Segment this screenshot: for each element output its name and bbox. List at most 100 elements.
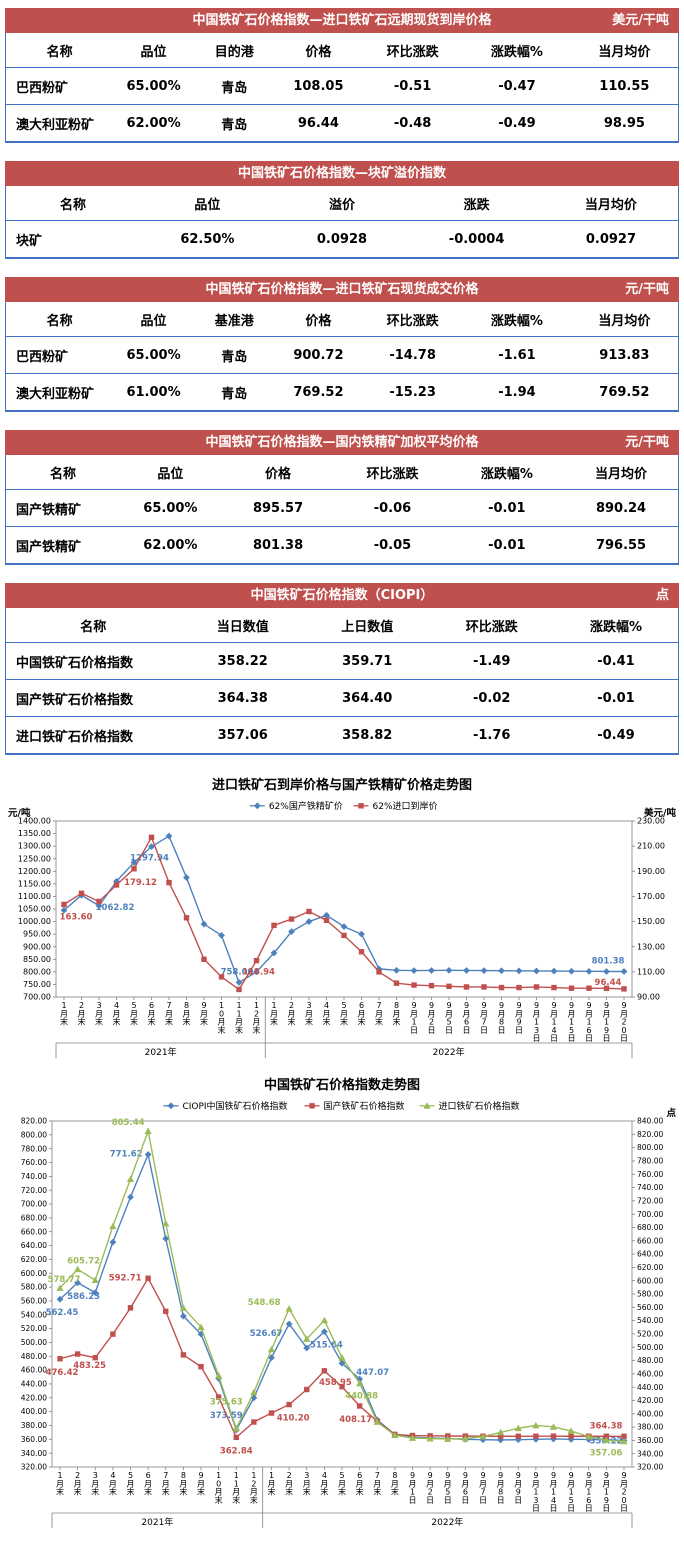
x-tick-label: 月 (497, 1479, 505, 1488)
data-point-label: 526.67 (250, 1329, 283, 1339)
column-header: 上日数值 (304, 608, 430, 643)
svg-text:660.00: 660.00 (21, 1227, 47, 1236)
x-tick-label: 9 (534, 1001, 539, 1010)
x-tick-label: 1 (604, 1488, 609, 1497)
x-tick-label: 0 (621, 1026, 626, 1035)
table-title: 中国铁矿石价格指数—块矿溢价指数 (237, 166, 446, 181)
svg-text:640.00: 640.00 (21, 1241, 47, 1250)
x-tick-label: 末 (391, 1487, 399, 1497)
column-header: 涨跌幅% (553, 608, 679, 643)
x-tick-label: 月 (56, 1479, 64, 1488)
table-row: 中国铁矿石价格指数 358.22 359.71 -1.49 -0.41 (5, 642, 679, 680)
x-axis: 1月末2月末3月末4月末5月末6月末7月末8月末9月末10月末11月末12月末1… (56, 1467, 628, 1513)
x-tick-label: 末 (356, 1487, 364, 1497)
data-point-label: 440.88 (345, 1391, 378, 1401)
x-tick-label: 月 (148, 1009, 156, 1018)
table-cell: 62.00% (119, 526, 221, 565)
table-cell: -0.48 (362, 104, 464, 143)
table-row: 国产铁精矿 62.00% 801.38 -0.05 -0.01 796.55 (5, 526, 679, 565)
table-title: 中国铁矿石价格指数（CIOPI） (250, 588, 434, 603)
x-tick-label: 末 (340, 1017, 348, 1027)
x-tick-label: 9 (464, 1001, 469, 1010)
x-tick-label: 月 (235, 1018, 243, 1027)
x-tick-label: 月 (428, 1009, 436, 1018)
x-tick-label: 月 (113, 1009, 121, 1018)
table-title-bar: 中国铁矿石价格指数—进口铁矿石远期现货到岸价格 美元/干吨 (5, 8, 679, 33)
x-tick-label: 末 (74, 1487, 82, 1497)
x-tick-label: 2 (289, 1001, 294, 1010)
x-tick-label: 月 (567, 1479, 575, 1488)
x-tick-label: 月 (515, 1009, 523, 1018)
x-tick-label: 月 (532, 1479, 540, 1488)
svg-text:230.00: 230.00 (637, 817, 665, 826)
right-axis-unit: 点 (666, 1107, 676, 1119)
svg-text:150.00: 150.00 (637, 917, 665, 926)
legend-label: 62%进口到岸价 (373, 800, 438, 812)
x-tick-label: 日 (620, 1504, 628, 1513)
x-tick-label: 末 (200, 1017, 208, 1027)
x-tick-label: 末 (373, 1487, 381, 1497)
data-point-label: 562.45 (46, 1308, 79, 1318)
x-tick-label: 月 (215, 1488, 223, 1497)
svg-text:620.00: 620.00 (637, 1263, 663, 1272)
x-tick-label: 末 (285, 1487, 293, 1497)
data-point-label: 96.44 (595, 978, 622, 988)
x-tick-label: 9 (481, 1001, 486, 1010)
x-tick-label: 1 (236, 1009, 241, 1018)
table-cell: 769.52 (570, 373, 679, 412)
left-axis-unit: 元/吨 (8, 807, 31, 819)
table-cell: 国产铁精矿 (5, 526, 120, 565)
table-cell: -0.01 (553, 679, 679, 717)
y-axis-left: 700.00 750.00 800.00 850.00 900.00 950.00 1000… (18, 817, 56, 1002)
x-tick-label: 月 (391, 1479, 399, 1488)
x-tick-label: 月 (250, 1488, 258, 1497)
x-tick-label: 9 (621, 1471, 626, 1480)
svg-text:1050.00: 1050.00 (18, 905, 51, 914)
price-table-section-5: 中国铁矿石价格指数（CIOPI）点名称 当日数值 上日数值 环比涨跌 涨跌幅% 中国铁矿石… (5, 583, 679, 755)
x-tick-label: 月 (288, 1009, 296, 1018)
svg-text:640.00: 640.00 (637, 1250, 663, 1259)
x-tick-label: 末 (56, 1487, 64, 1497)
x-tick-label: 4 (322, 1471, 327, 1480)
x-tick-label: 4 (324, 1001, 329, 1010)
table-row: 进口铁矿石价格指数 357.06 358.82 -1.76 -0.49 (5, 716, 679, 755)
x-tick-label: 月 (444, 1479, 452, 1488)
x-tick-label: 月 (479, 1479, 487, 1488)
table-title-bar: 中国铁矿石价格指数—进口铁矿石现货成交价格 元/干吨 (5, 277, 679, 302)
x-tick-label: 末 (179, 1487, 187, 1497)
svg-text:1250.00: 1250.00 (18, 854, 51, 863)
svg-text:820.00: 820.00 (21, 1117, 47, 1126)
table-cell: 108.05 (274, 67, 363, 105)
column-header: 价格 (274, 302, 363, 337)
x-tick-label: 月 (409, 1479, 417, 1488)
x-tick-label: 5 (131, 1001, 136, 1010)
x-tick-label: 9 (569, 1001, 574, 1010)
svg-text:780.00: 780.00 (637, 1157, 663, 1166)
table-cell: 澳大利亚粉矿 (5, 373, 114, 412)
x-tick-label: 4 (110, 1471, 115, 1480)
x-tick-label: 日 (603, 1034, 611, 1043)
x-tick-label: 末 (130, 1017, 138, 1027)
x-tick-label: 日 (602, 1504, 610, 1513)
x-tick-label: 末 (375, 1017, 383, 1027)
table-cell: -0.49 (463, 104, 571, 143)
svg-text:740.00: 740.00 (21, 1172, 47, 1181)
x-tick-label: 月 (585, 1479, 593, 1488)
column-header: 当月均价 (564, 455, 679, 490)
x-tick-label: 月 (568, 1009, 576, 1018)
x-tick-label: 月 (340, 1009, 348, 1018)
x-tick-label: 0 (216, 1479, 221, 1488)
x-tick-label: 日 (620, 1034, 628, 1043)
x-tick-label: 1 (254, 1001, 259, 1010)
x-tick-label: 月 (498, 1009, 506, 1018)
x-tick-label: 7 (480, 1488, 485, 1497)
x-tick-label: 9 (429, 1001, 434, 1010)
x-tick-label: 日 (497, 1496, 505, 1505)
table-cell: -0.51 (362, 67, 464, 105)
column-header: 目的港 (193, 33, 275, 68)
x-tick-label: 8 (394, 1001, 399, 1010)
table-cell: 110.55 (570, 67, 679, 105)
svg-text:850.00: 850.00 (23, 955, 51, 964)
table-row: 澳大利亚粉矿 62.00% 青岛 96.44 -0.48 -0.49 98.95 (5, 104, 679, 143)
